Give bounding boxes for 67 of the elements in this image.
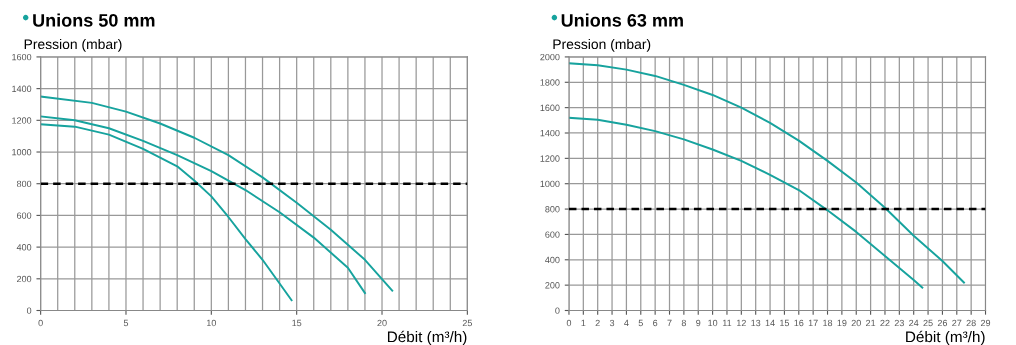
y-tick-label: 2000 [540,53,560,61]
x-tick-label: 2 [595,319,600,327]
y-tick-label: 400 [16,244,32,251]
x-tick-label: 16 [794,319,804,327]
x-tick-label: 3 [609,319,615,327]
x-tick-label: 12 [737,319,746,327]
x-tick-label: 23 [894,319,904,327]
x-tick-label: 10 [207,319,216,327]
line-series [40,95,394,292]
x-tick-label: 29 [980,319,991,327]
y-tick-label: 400 [545,256,560,264]
x-axis-title: Débit (m³/h) [906,330,985,345]
x-tick-label: 13 [751,319,761,327]
y-tick-label: 800 [16,180,32,188]
y-axis-title: Pression (mbar) [24,38,122,52]
x-tick-label: 24 [909,319,919,327]
x-tick-label: 21 [866,319,876,327]
x-tick-label: 5 [123,319,129,327]
x-tick-label: 1 [581,319,586,327]
x-tick-label: 17 [808,319,818,327]
x-tick-label: 15 [292,319,302,327]
x-tick-label: 19 [837,319,847,327]
line-series [40,115,366,295]
x-tick-label: 9 [696,319,701,327]
x-tick-label: 28 [966,319,976,327]
x-tick-label: 25 [923,319,933,327]
x-tick-label: 0 [566,319,572,327]
x-tick-label: 26 [937,319,948,327]
x-tick-label: 8 [681,319,686,327]
y-tick-label: 200 [17,275,32,283]
y-tick-label: 1000 [540,180,560,188]
chart-title: Unions 63 mm [561,13,683,27]
line-series [568,116,924,289]
x-tick-label: 5 [638,319,643,327]
y-tick-label: 1600 [540,104,560,111]
chart-title: Unions 50 mm [33,13,155,27]
x-tick-label: 27 [952,319,962,327]
y-tick-label: 1800 [540,79,560,86]
x-axis-title: Débit (m³/h) [387,330,467,345]
x-tick-label: 10 [708,319,718,327]
x-tick-label: 0 [38,319,43,327]
y-tick-label: 1600 [12,53,32,61]
line-series [40,123,293,302]
y-axis-title: Pression (mbar) [553,38,651,52]
y-tick-label: 1400 [12,85,32,92]
y-tick-label: 1000 [12,148,32,156]
y-tick-label: 0 [555,307,560,314]
y-tick-label: 600 [545,231,560,238]
x-tick-label: 6 [653,319,658,327]
y-tick-label: 1200 [540,155,560,162]
x-tick-label: 20 [851,319,861,327]
y-tick-label: 200 [545,282,560,289]
y-tick-label: 0 [26,307,32,314]
y-tick-label: 1400 [540,129,560,137]
x-tick-label: 4 [624,319,629,327]
y-tick-label: 800 [545,206,560,213]
y-tick-label: 1200 [12,117,32,124]
x-tick-label: 18 [823,319,833,327]
x-tick-label: 22 [880,319,890,327]
x-tick-label: 7 [667,319,672,327]
line-series [568,62,965,284]
x-tick-label: 20 [377,319,387,327]
x-tick-label: 11 [722,319,732,327]
x-tick-label: 15 [780,319,790,327]
x-tick-label: 25 [462,319,472,327]
x-tick-label: 14 [765,319,775,327]
y-tick-label: 600 [17,212,32,219]
